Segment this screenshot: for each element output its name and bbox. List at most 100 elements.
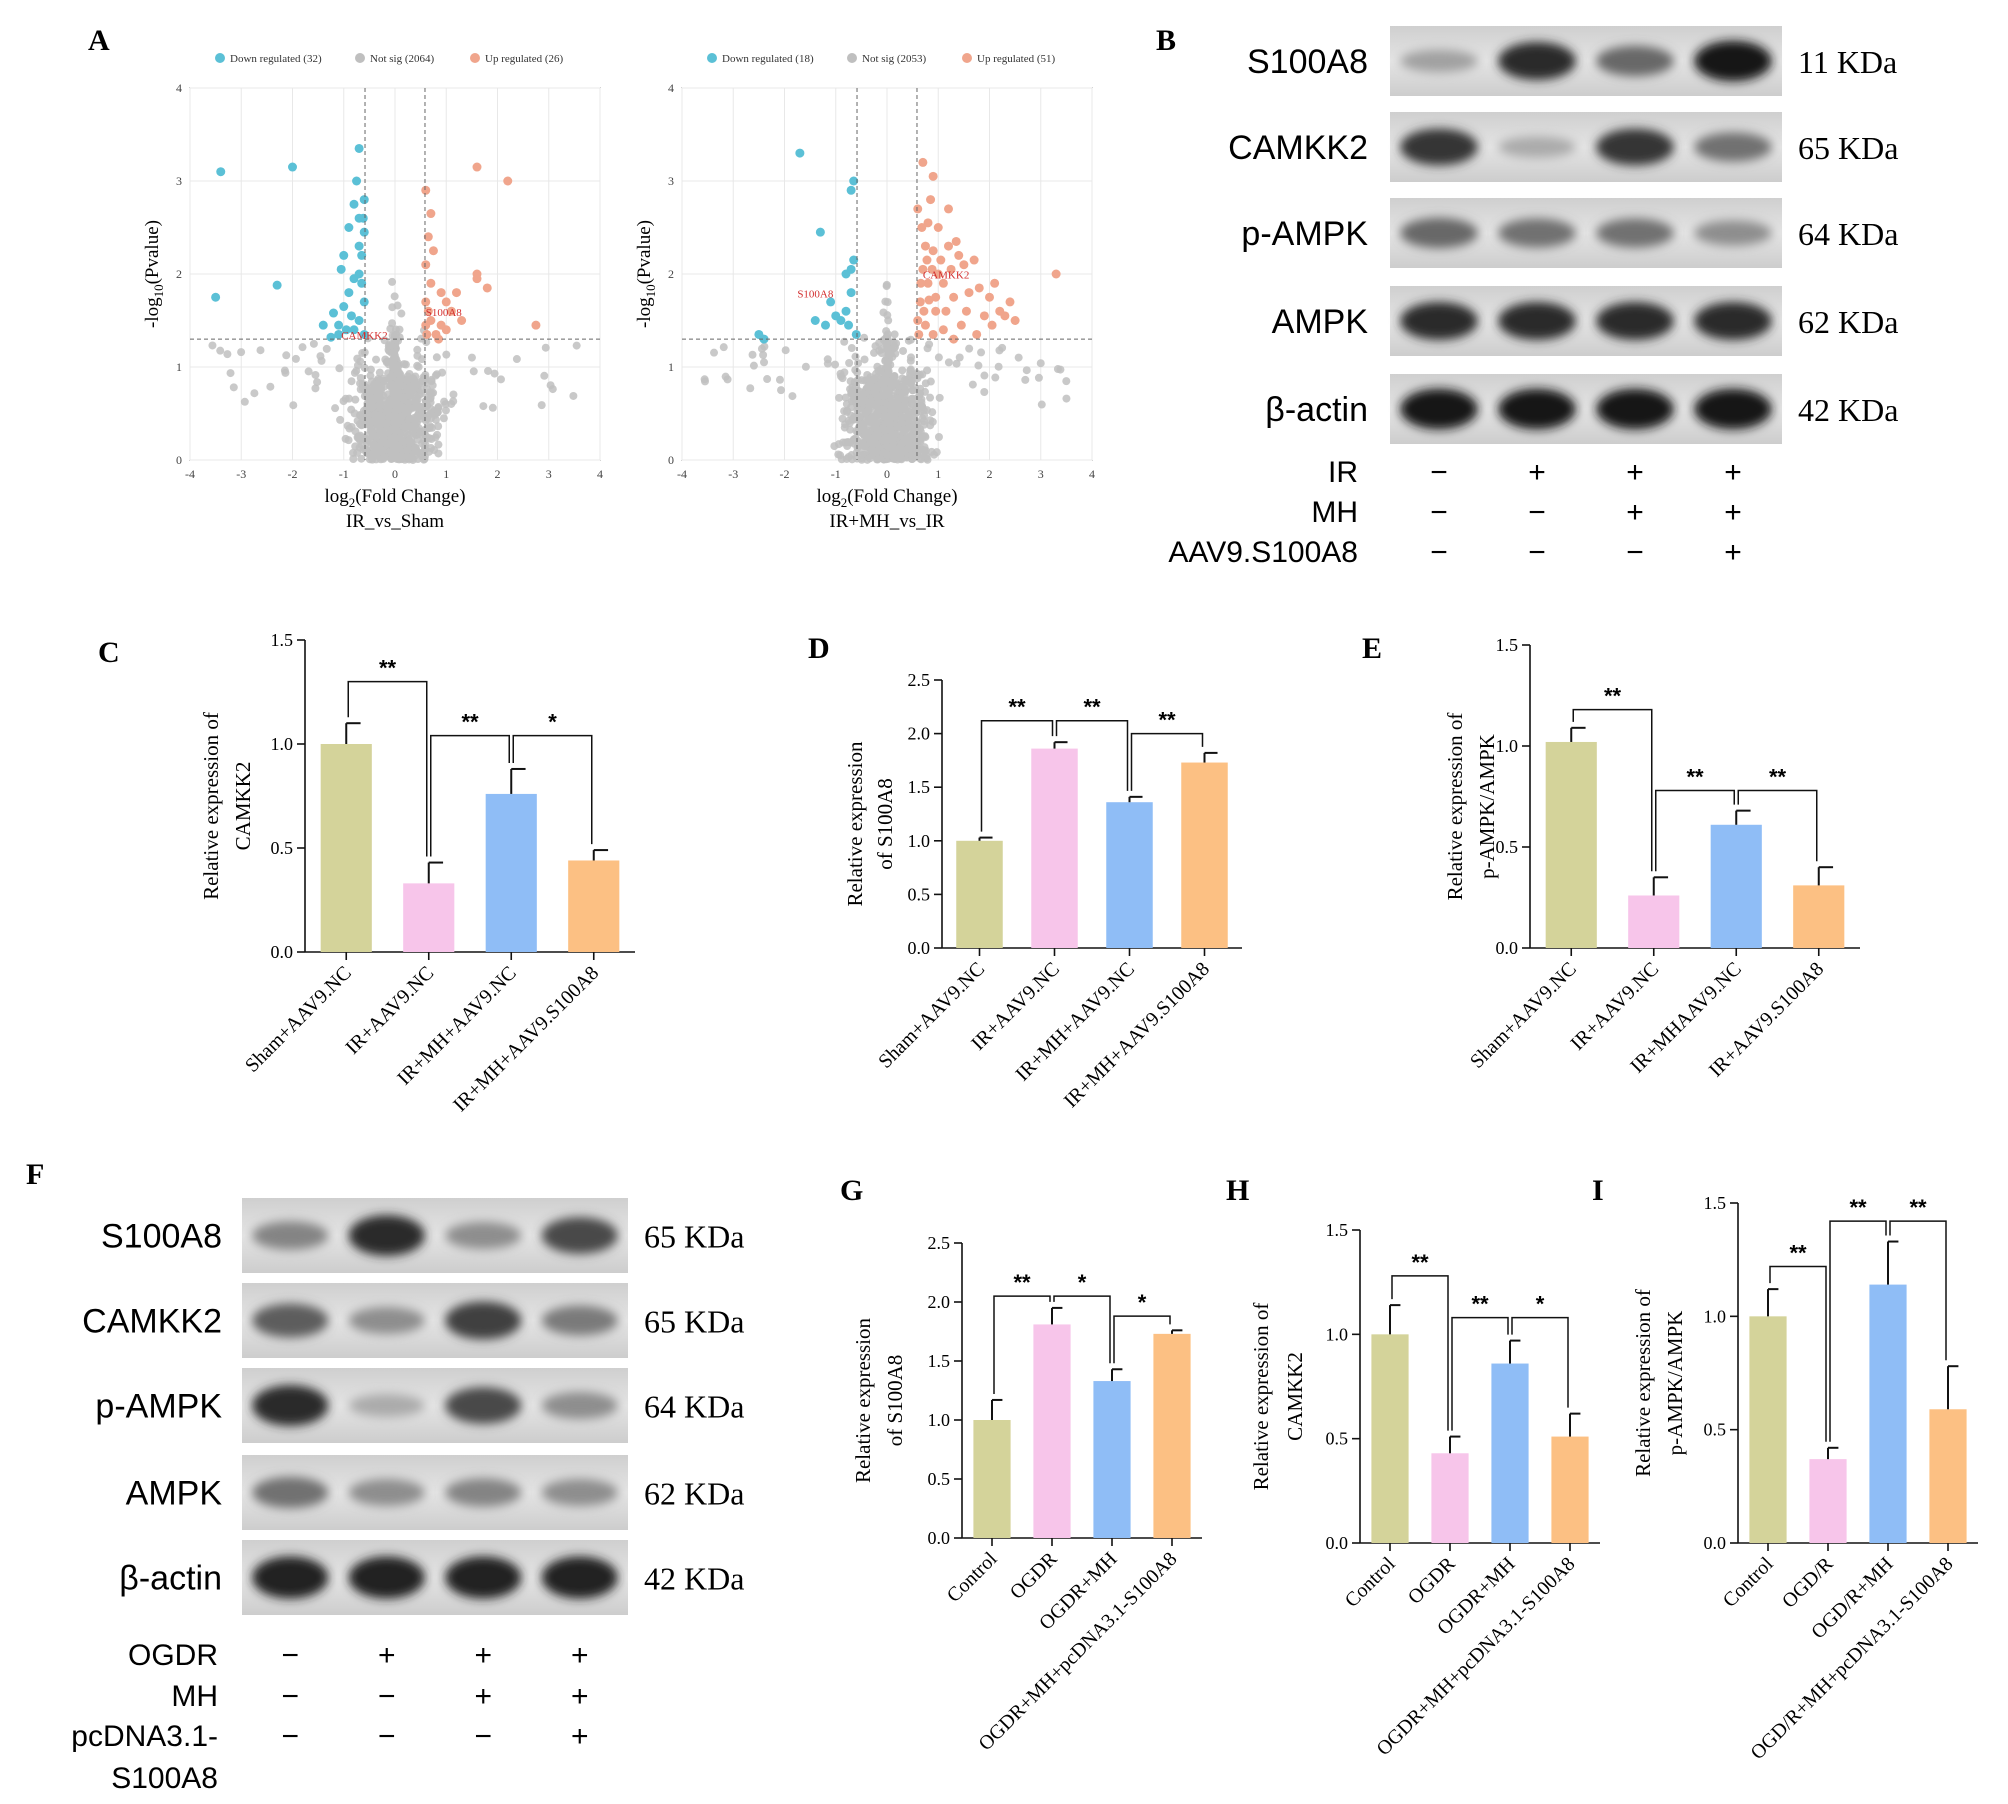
not-sig-point xyxy=(223,350,232,359)
y-tick-label: 1.5 xyxy=(1326,1220,1349,1240)
category-label: Sham+AAV9.NC xyxy=(874,958,989,1073)
up-regulated-point xyxy=(482,283,492,293)
legend-entry: Not sig (2064) xyxy=(370,53,435,65)
not-sig-point xyxy=(317,356,326,365)
blot-band xyxy=(252,1556,329,1599)
up-regulated-point xyxy=(972,329,982,339)
not-sig-point xyxy=(250,389,259,398)
not-sig-point xyxy=(888,442,897,451)
blot-band xyxy=(445,1301,522,1340)
not-sig-point xyxy=(721,372,730,381)
y-axis-label: p-AMPK/AMPK xyxy=(1475,734,1499,879)
not-sig-point xyxy=(413,351,422,360)
y-tick-label: 0 xyxy=(176,453,182,467)
not-sig-point xyxy=(387,372,396,381)
not-sig-point xyxy=(1021,375,1030,384)
not-sig-point xyxy=(432,353,441,362)
down-regulated-point xyxy=(354,241,364,251)
not-sig-point xyxy=(304,367,313,376)
blot-row-label: CAMKK2 xyxy=(1228,129,1368,167)
category-label: IR+MH+AAV9.S100A8 xyxy=(449,962,603,1116)
not-sig-point xyxy=(955,353,964,362)
not-sig-point xyxy=(393,386,402,395)
not-sig-point xyxy=(887,400,896,409)
not-sig-point xyxy=(569,391,578,400)
blot-band xyxy=(1694,40,1772,82)
down-regulated-point xyxy=(349,325,359,335)
not-sig-point xyxy=(977,348,986,357)
not-sig-point xyxy=(256,346,265,355)
not-sig-point xyxy=(906,353,915,362)
not-sig-point xyxy=(353,354,362,363)
not-sig-point xyxy=(864,405,873,414)
not-sig-point xyxy=(853,368,862,377)
significance-bracket xyxy=(1737,789,1818,862)
up-regulated-point xyxy=(428,246,438,256)
panel-label-b: B xyxy=(1156,24,1176,57)
y-axis-label: -log10(Pvalue) xyxy=(142,220,166,328)
not-sig-point xyxy=(380,419,389,428)
not-sig-point xyxy=(414,362,423,371)
y-axis-label: p-AMPK/AMPK xyxy=(1663,1311,1687,1456)
blot-band xyxy=(1400,49,1478,73)
blot-band xyxy=(348,1393,425,1418)
down-regulated-point xyxy=(849,255,859,265)
not-sig-point xyxy=(396,402,405,411)
not-sig-point xyxy=(298,343,307,352)
up-regulated-point xyxy=(956,320,966,330)
blot-band xyxy=(252,1221,329,1250)
not-sig-point xyxy=(1034,373,1043,382)
y-axis-label: of S100A8 xyxy=(883,1355,907,1447)
not-sig-point xyxy=(845,358,854,367)
condition-sign: − xyxy=(1430,496,1448,529)
not-sig-point xyxy=(846,377,855,386)
blot-row-label: CAMKK2 xyxy=(82,1303,222,1341)
not-sig-point xyxy=(858,439,867,448)
up-regulated-point xyxy=(436,288,446,298)
not-sig-point xyxy=(904,438,913,447)
category-label: Sham+AAV9.NC xyxy=(241,962,356,1077)
not-sig-point xyxy=(397,309,406,318)
not-sig-point xyxy=(854,359,863,368)
not-sig-point xyxy=(760,358,769,367)
up-regulated-point xyxy=(452,288,461,298)
bar-2 xyxy=(1628,895,1680,948)
up-regulated-point xyxy=(959,260,969,270)
up-regulated-point xyxy=(426,209,436,219)
not-sig-point xyxy=(1053,365,1062,374)
y-axis-label-suffix: (Pvalue) xyxy=(634,220,655,284)
blot-band xyxy=(1694,132,1772,162)
down-regulated-point xyxy=(810,316,820,325)
y-tick-label: 2.5 xyxy=(908,670,931,690)
x-tick-label: 1 xyxy=(443,467,449,481)
significance-bracket xyxy=(1113,1315,1171,1364)
blot-molecular-weight: 42 KDa xyxy=(644,1561,744,1597)
not-sig-point xyxy=(921,379,930,388)
blot-band xyxy=(1498,41,1576,81)
blot-band xyxy=(348,1306,425,1335)
not-sig-point xyxy=(364,416,373,425)
not-sig-point xyxy=(344,436,353,445)
not-sig-point xyxy=(926,416,935,425)
up-regulated-point xyxy=(423,232,433,242)
not-sig-point xyxy=(441,406,450,415)
not-sig-point xyxy=(426,393,435,402)
western-blot-f: S100A8 65 KDa CAMKK2 65 KDa p-AMPK 64 KDa AMPK… xyxy=(71,1198,744,1795)
not-sig-point xyxy=(749,361,758,370)
up-regulated-point xyxy=(426,278,436,288)
down-regulated-point xyxy=(346,311,356,321)
y-axis-label: Relative expression of xyxy=(199,712,223,900)
x-tick-label: 2 xyxy=(987,467,993,481)
significance-bracket xyxy=(512,734,593,845)
up-regulated-point xyxy=(927,264,937,274)
down-regulated-point xyxy=(846,185,856,195)
not-sig-point xyxy=(842,400,851,409)
not-sig-point xyxy=(410,421,419,430)
bar-2 xyxy=(1809,1459,1847,1543)
condition-sign: + xyxy=(1724,456,1742,489)
not-sig-point xyxy=(427,405,436,414)
not-sig-point xyxy=(386,324,395,333)
blot-band xyxy=(1400,217,1478,249)
not-sig-point xyxy=(847,387,856,396)
bar-2 xyxy=(1033,1324,1071,1538)
